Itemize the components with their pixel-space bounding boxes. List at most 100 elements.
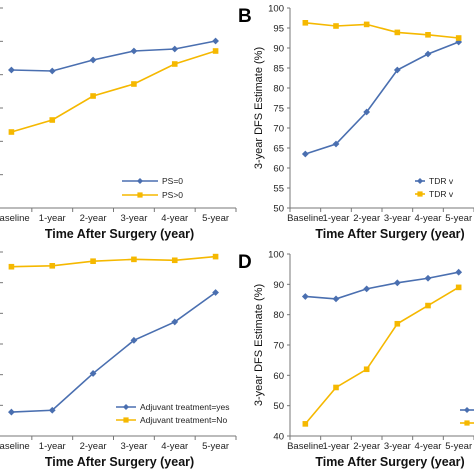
data-point [424,50,432,58]
data-point [332,295,340,303]
legend-marker [417,178,423,184]
y-tick-label: 100 [268,4,284,15]
data-point [301,293,309,300]
x-axis-title: Time After Surgery (year) [45,455,194,469]
data-point [8,263,15,270]
x-tick-label: 5-year [445,213,472,224]
x-tick-label: 4-year [161,441,188,452]
data-point [212,253,219,260]
y-tick-label: 90 [273,280,284,291]
y-tick-label: 80 [273,84,284,95]
chart-panel-1: Baseline 1-year 2-year 3-year 4-year 5-year Ti… [0,7,237,241]
data-point [49,263,56,269]
data-point [49,117,56,123]
data-point [131,81,137,87]
x-tick-label: Baseline [287,441,323,452]
legend-marker [123,404,129,410]
series-line [305,271,459,300]
x-tick-label: Baseline [287,213,323,224]
x-tick-label: 5-year [202,441,229,452]
series-line [305,22,459,39]
y-tick-label: 100 [268,250,284,261]
data-point [89,56,97,64]
x-tick-label: 2-year [80,213,107,224]
legend-label: PS=0 [162,176,183,186]
data-point [455,35,462,41]
legend-marker [137,178,143,184]
data-point [48,67,56,75]
series-1 [8,37,219,75]
series-1 [301,268,463,303]
series-2 [8,253,219,270]
legend-label: Adjuvant treatment=yes [140,402,230,412]
y-tick-label: 75 [273,104,284,115]
panel-letter: D [238,252,252,273]
legend-marker [123,417,129,423]
y-axis-title: 3-year DFS Estimate (%) [253,284,265,406]
data-point [333,384,339,391]
data-point [8,66,15,74]
x-tick-label: 3-year [384,441,411,452]
legend: PS=0 PS>0 [122,176,183,200]
data-point [394,29,401,36]
y-tick-label: 95 [273,24,284,35]
data-point [130,47,138,55]
data-point [425,302,431,309]
series-2 [302,20,462,41]
series-line [305,41,459,155]
data-point [130,336,138,344]
series-2 [8,48,219,135]
legend: TDR v TDR v [415,176,454,199]
x-tick-label: 3-year [120,441,147,452]
data-point [212,289,219,296]
data-point [424,274,432,282]
series-line [11,255,216,268]
y-tick-label: 90 [273,44,284,55]
series-line [11,50,216,133]
legend-label: TDR v [429,176,454,186]
data-point [8,129,15,135]
legend-marker [464,407,470,413]
y-tick-label: 50 [273,401,284,412]
x-tick-label: 1-year [39,213,66,224]
legend-marker [417,191,423,197]
x-tick-label: 3-year [384,213,411,224]
y-tick-label: 70 [273,341,284,352]
data-point [333,23,339,29]
y-tick-label: 80 [273,310,284,321]
data-point [8,408,15,416]
y-tick-label: 85 [273,64,284,75]
legend-marker [137,192,143,198]
data-point [363,285,371,293]
x-tick-label: 4-year [415,441,442,452]
series-line [304,286,460,425]
legend: Adjuvant treatment=yes Adjuvant treatment… [116,402,230,425]
data-point [171,318,179,326]
x-tick-label: 1-year [323,441,350,452]
legend-label: PS>0 [162,190,183,200]
legend-label: Adjuvant treatment=No [140,415,227,425]
data-point [171,61,178,67]
x-tick-label: 2-year [353,213,380,224]
data-point [212,48,219,54]
x-tick-label: 3-year [120,213,147,224]
panel-letter: B [238,6,252,27]
y-tick-label: 60 [273,371,284,382]
y-axis-title: 3-year DFS Estimate (%) [253,47,265,169]
data-point [171,45,179,53]
x-tick-label: 4-year [415,213,442,224]
series-1 [8,289,219,416]
series-line [11,291,217,413]
x-tick-label: Baseline [0,441,30,452]
x-axis-title: Time After Surgery (year) [315,227,464,241]
y-tick-label: 65 [273,144,284,155]
y-tick-label: 50 [273,204,284,215]
x-axis-title: Time After Surgery (year) [315,455,464,469]
legend [460,407,474,426]
data-point [332,140,340,148]
data-point [394,320,401,327]
data-point [455,268,463,276]
